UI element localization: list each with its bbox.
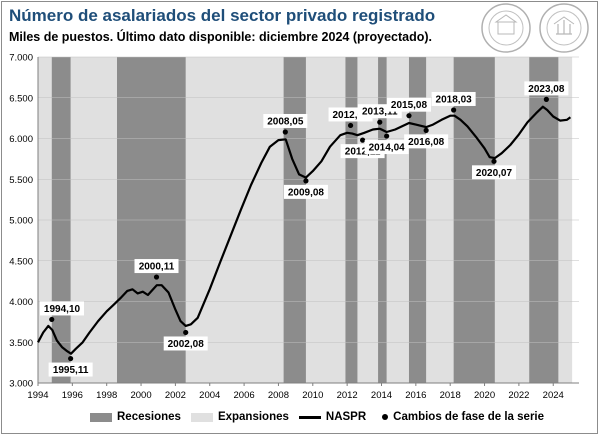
phase-label-bg	[404, 134, 449, 149]
phase-change-label: 2015,08	[391, 100, 428, 111]
legend-naspr-label: NASPR	[325, 411, 367, 423]
x-tick-label: 2008	[268, 390, 289, 401]
legend-expansiones-label: Expansiones	[217, 411, 289, 423]
x-tick-label: 1998	[96, 390, 117, 401]
series-line-naspr	[37, 105, 572, 355]
phase-change-point	[347, 122, 354, 129]
phase-change-point	[183, 329, 189, 336]
phase-label-bg	[386, 97, 431, 112]
phase-change-point	[423, 127, 429, 133]
phase-change-point	[406, 113, 412, 119]
phase-label-bg	[48, 362, 93, 377]
phase-change-label: 2012,11	[345, 147, 381, 158]
x-tick-label: 2024	[543, 390, 564, 401]
chart-subtitle: Miles de puestos. Último dato disponible…	[9, 30, 432, 44]
phase-label-bg	[524, 81, 569, 96]
phase-change-point	[384, 133, 390, 139]
phase-label-bg	[134, 259, 179, 274]
phase-change-label: 2023,08	[528, 84, 565, 95]
x-tick-label: 2000	[130, 390, 151, 401]
seals-logo	[481, 3, 589, 53]
y-tick-label: 4.500	[9, 256, 33, 267]
phase-change-point	[360, 137, 366, 143]
phase-change-label: 2009,08	[288, 187, 325, 198]
phase-change-point	[153, 274, 160, 280]
legend-recesiones: Recesiones	[90, 411, 181, 423]
seal-left-logo	[481, 3, 531, 53]
legend-naspr-swatch	[298, 415, 321, 419]
x-tick-label: 1996	[62, 390, 83, 401]
chart-title: Número de asalariados del sector privado…	[9, 6, 436, 25]
phase-label-bg	[431, 91, 476, 106]
y-tick-label: 7.000	[9, 53, 33, 64]
phase-change-point	[282, 129, 288, 135]
phase-label-bg	[40, 301, 84, 316]
legend-cambios-swatch	[382, 414, 389, 420]
x-tick-label: 1994	[27, 390, 48, 401]
phase-change-label: 2012,03	[332, 110, 369, 121]
legend-recesiones-swatch	[90, 412, 112, 422]
phase-change-label: 2018,03	[436, 94, 473, 105]
legend-cambios-label: Cambios de fase de la serie	[393, 411, 545, 423]
x-tick-label: 2002	[165, 390, 186, 401]
phase-label-bg	[263, 113, 308, 128]
y-tick-label: 3.000	[9, 379, 33, 390]
phase-label-bg	[471, 165, 516, 180]
phase-change-label: 1995,11	[53, 365, 89, 376]
seal-right-logo	[539, 3, 589, 53]
x-tick-label: 2020	[474, 390, 495, 401]
phase-change-label: 2016,08	[408, 137, 445, 148]
x-tick-label: 2010	[302, 390, 323, 401]
phase-change-point	[543, 96, 549, 102]
phase-change-point	[303, 178, 309, 184]
y-tick-label: 5.500	[9, 175, 33, 186]
phase-change-point	[451, 107, 457, 113]
phase-change-label: 2002,08	[168, 339, 205, 350]
x-tick-label: 2006	[234, 390, 255, 401]
phase-change-label: 2020,07	[476, 168, 513, 179]
phase-change-label: 2013,11	[362, 107, 398, 118]
x-tick-label: 2016	[405, 390, 426, 401]
legend-cambios: Cambios de fase de la serie	[376, 411, 544, 423]
phase-change-point	[377, 119, 383, 125]
y-tick-label: 5.000	[9, 216, 33, 227]
phase-label-bg	[163, 336, 208, 351]
x-tick-label: 2022	[508, 390, 529, 401]
legend-recesiones-label: Recesiones	[117, 411, 181, 423]
phase-change-label: 2000,11	[139, 262, 175, 273]
phase-change-label: 2008,05	[267, 116, 304, 127]
y-tick-label: 4.000	[9, 297, 33, 308]
phase-change-label: 2014,04	[369, 143, 406, 154]
y-tick-label: 6.000	[9, 134, 33, 145]
x-tick-label: 2018	[440, 390, 461, 401]
legend-expansiones-swatch	[190, 412, 213, 422]
phase-label-bg	[283, 184, 328, 199]
phase-change-point	[491, 158, 497, 164]
y-tick-label: 3.500	[9, 338, 33, 349]
phase-label-bg	[364, 140, 409, 155]
phase-change-point	[49, 316, 55, 323]
phase-change-point	[68, 355, 74, 362]
legend-expansiones: Expansiones	[190, 411, 289, 423]
phase-change-label: 1994,10	[44, 304, 81, 315]
x-tick-label: 2014	[371, 390, 392, 401]
x-tick-label: 2004	[199, 390, 220, 401]
y-tick-label: 6.500	[9, 93, 33, 104]
legend-naspr: NASPR	[298, 411, 367, 423]
legend: Recesiones Expansiones NASPR Cambios de …	[90, 411, 544, 423]
x-tick-label: 2012	[337, 390, 358, 401]
